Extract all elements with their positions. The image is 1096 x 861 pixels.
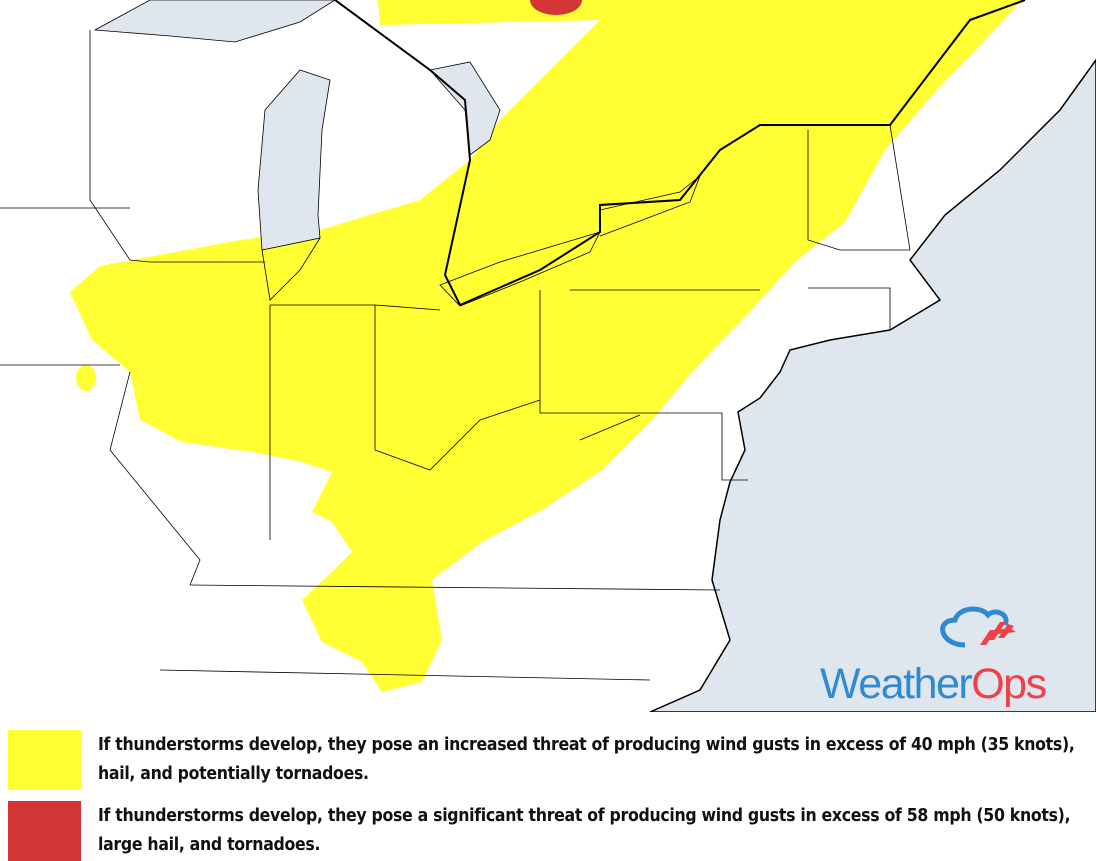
legend-item-significant-threat: If thunderstorms develop, they pose a si… xyxy=(8,801,1078,861)
legend-item-increased-threat: If thunderstorms develop, they pose an i… xyxy=(8,730,1078,790)
atlantic-ocean xyxy=(649,58,1096,712)
threat-map xyxy=(0,0,1096,712)
legend-text: If thunderstorms develop, they pose a si… xyxy=(98,806,1071,855)
weatherops-logo-icon xyxy=(940,606,1016,648)
state-borders xyxy=(0,30,911,681)
legend-swatch-red xyxy=(8,801,81,861)
increased-threat-area xyxy=(70,0,1022,692)
lake-superior xyxy=(93,0,336,43)
logo-text-ops: Ops xyxy=(971,660,1047,708)
lake-michigan-lower xyxy=(261,237,321,301)
logo-text-weather: Weather xyxy=(820,660,973,708)
canada-us-border xyxy=(334,0,1026,307)
legend-swatch-yellow xyxy=(8,730,81,790)
legend-text: If thunderstorms develop, they pose an i… xyxy=(98,735,1075,784)
weatherops-logo: WeatherOps xyxy=(820,660,1047,709)
increased-threat-area-small xyxy=(76,365,96,391)
significant-threat-area xyxy=(530,0,582,15)
lake-michigan xyxy=(257,69,331,251)
